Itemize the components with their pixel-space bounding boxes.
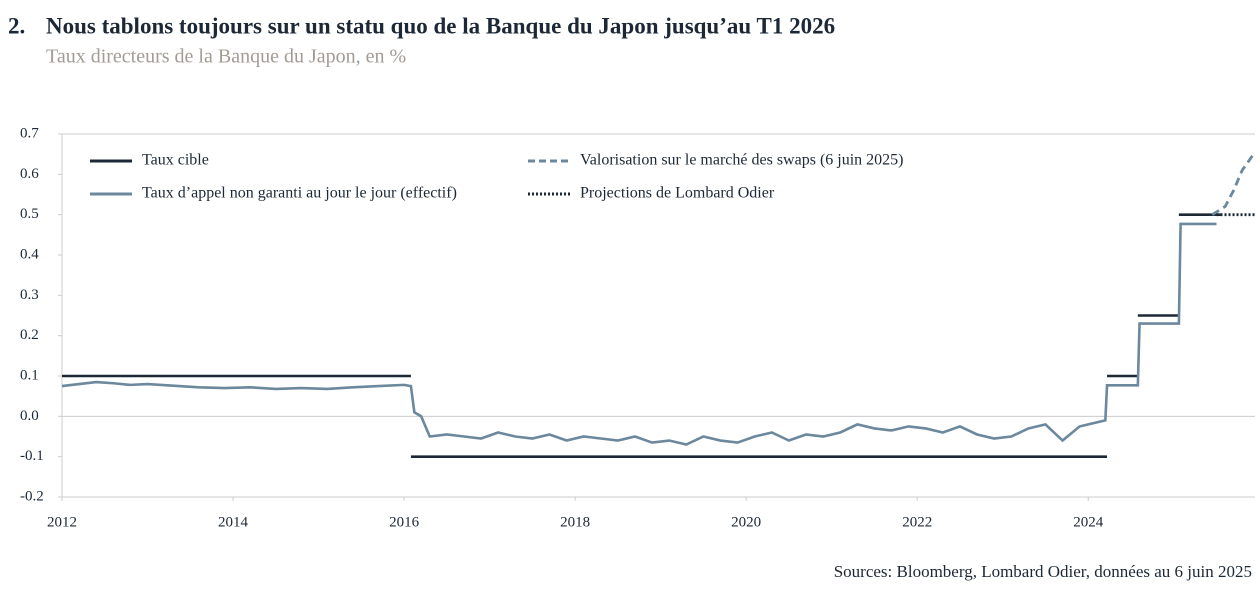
y-tick-label: 0.0 bbox=[20, 408, 39, 424]
x-tick-label: 2020 bbox=[731, 514, 761, 530]
legend-label: Projections de Lombard Odier bbox=[580, 185, 775, 202]
y-tick-label: 0.5 bbox=[20, 206, 39, 222]
legend-label: Taux cible bbox=[142, 152, 209, 169]
y-tick-label: 0.7 bbox=[20, 125, 39, 141]
x-tick-label: 2022 bbox=[902, 514, 932, 530]
y-tick-label: 0.4 bbox=[20, 246, 39, 262]
series-line bbox=[61, 222, 1217, 446]
series-line bbox=[62, 213, 1221, 458]
source: Sources: Bloomberg, Lombard Odier, donné… bbox=[834, 562, 1252, 581]
chart-number: 2. bbox=[8, 13, 25, 38]
y-tick-label: 0.2 bbox=[20, 327, 39, 343]
series-line bbox=[1211, 151, 1257, 216]
legend-label: Valorisation sur le marché des swaps (6 … bbox=[580, 152, 903, 169]
y-tick-label: 0.1 bbox=[20, 367, 39, 383]
y-tick-label: -0.2 bbox=[20, 488, 44, 504]
y-tick-label: 0.3 bbox=[20, 287, 39, 303]
x-tick-label: 2014 bbox=[218, 514, 249, 530]
x-tick-label: 2024 bbox=[1073, 514, 1104, 530]
x-tick-label: 2012 bbox=[47, 514, 77, 530]
x-tick-label: 2016 bbox=[389, 514, 420, 530]
x-tick-label: 2018 bbox=[560, 514, 590, 530]
y-tick-label: -0.1 bbox=[20, 448, 44, 464]
chart-title: Nous tablons toujours sur un statu quo d… bbox=[46, 13, 835, 38]
chart-subtitle: Taux directeurs de la Banque du Japon, e… bbox=[46, 46, 406, 68]
legend-label: Taux d’appel non garanti au jour le jour… bbox=[142, 185, 457, 202]
y-tick-label: 0.6 bbox=[20, 166, 39, 182]
